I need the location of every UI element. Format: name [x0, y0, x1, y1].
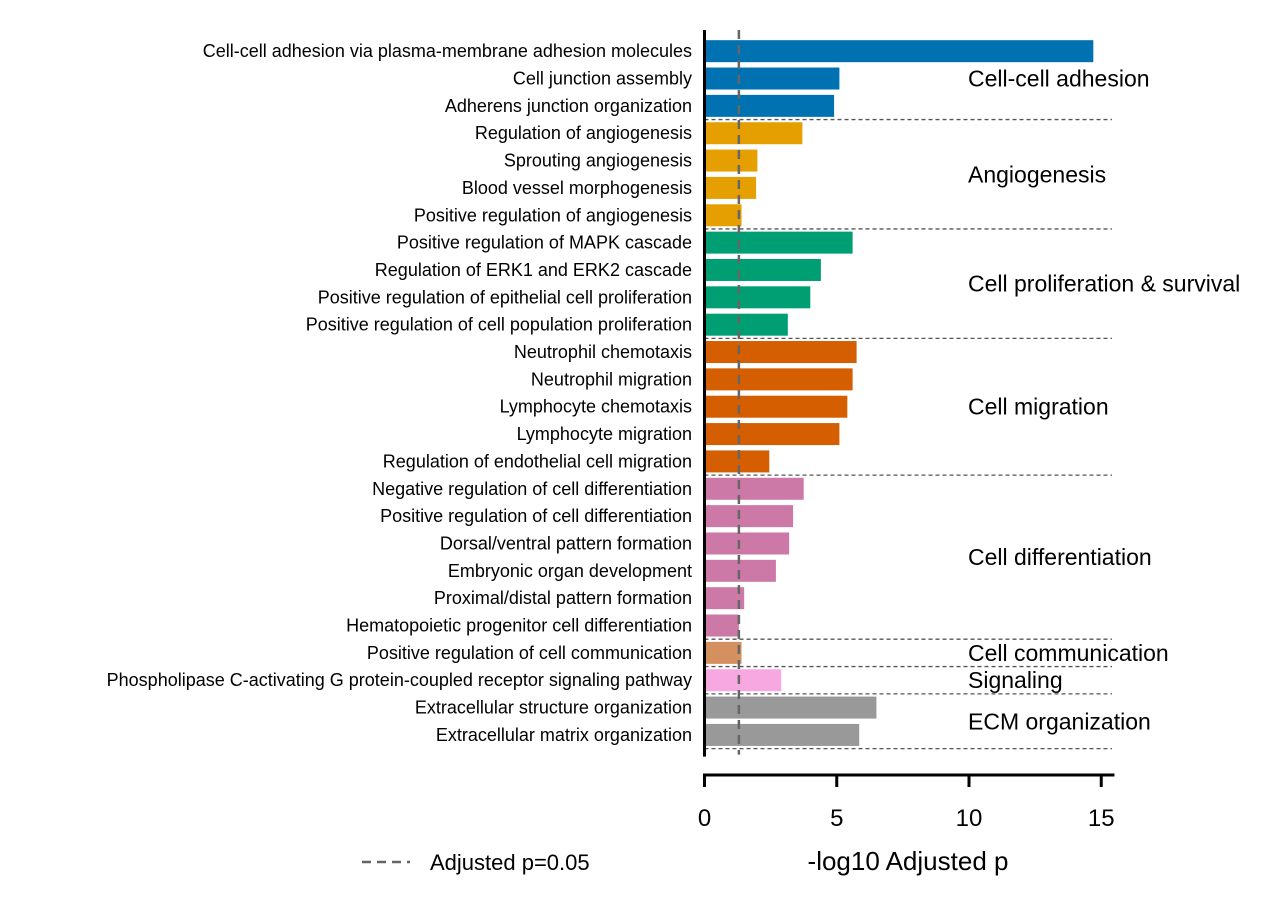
bar: [704, 94, 835, 117]
bar: [704, 669, 782, 692]
term-label: Adherens junction organization: [445, 96, 692, 116]
term-label: Lymphocyte migration: [517, 424, 692, 444]
group-label: ECM organization: [968, 708, 1151, 734]
x-tick-label: 10: [956, 805, 983, 832]
bar: [704, 176, 757, 199]
bar: [704, 723, 860, 746]
bar: [704, 532, 790, 555]
term-label: Dorsal/ventral pattern formation: [440, 533, 692, 553]
term-label: Embryonic organ development: [448, 561, 692, 581]
bar: [704, 258, 821, 281]
bar: [704, 477, 804, 500]
term-label: Cell junction assembly: [513, 69, 692, 89]
term-label: Extracellular matrix organization: [436, 725, 692, 745]
group-label: Cell differentiation: [968, 544, 1152, 570]
legend-threshold-label: Adjusted p=0.05: [430, 850, 590, 875]
bar: [704, 696, 877, 719]
bar: [704, 395, 848, 418]
bar: [704, 341, 857, 364]
bar: [704, 313, 788, 336]
bar: [704, 587, 745, 610]
term-label: Positive regulation of cell communicatio…: [367, 643, 692, 663]
term-label: Positive regulation of epithelial cell p…: [318, 287, 692, 307]
bar: [704, 286, 811, 309]
bar: [704, 614, 739, 637]
x-axis-title: -log10 Adjusted p: [808, 846, 1009, 876]
term-label: Positive regulation of cell differentiat…: [380, 506, 692, 526]
x-tick-label: 5: [830, 805, 843, 832]
term-label: Phospholipase C-activating G protein-cou…: [107, 670, 692, 690]
term-label: Neutrophil migration: [531, 369, 692, 389]
bar: [704, 559, 776, 582]
term-label: Negative regulation of cell differentiat…: [372, 479, 692, 499]
bar: [704, 641, 742, 664]
term-label: Extracellular structure organization: [415, 698, 692, 718]
term-label: Proximal/distal pattern formation: [434, 588, 692, 608]
term-label: Positive regulation of cell population p…: [306, 315, 692, 335]
bar: [704, 204, 742, 227]
bar: [704, 368, 853, 391]
group-label: Cell communication: [968, 640, 1169, 666]
term-label: Regulation of ERK1 and ERK2 cascade: [375, 260, 692, 280]
bar: [704, 149, 758, 172]
group-labels: Cell-cell adhesion Angiogenesis Cell proli…: [968, 66, 1240, 735]
x-tick-label: 0: [698, 805, 711, 832]
bar: [704, 231, 853, 254]
group-label: Signaling: [968, 667, 1063, 693]
x-axis-ticks: 0 5 10 15: [698, 775, 1115, 832]
term-label: Regulation of endothelial cell migration: [383, 451, 692, 471]
group-label: Cell migration: [968, 394, 1109, 420]
term-label: Hematopoietic progenitor cell differenti…: [346, 616, 692, 636]
bar: [704, 67, 840, 90]
term-label: Neutrophil chemotaxis: [514, 342, 692, 362]
bar: [704, 40, 1094, 63]
x-tick-label: 15: [1088, 805, 1115, 832]
group-label: Angiogenesis: [968, 161, 1106, 187]
term-label: Sprouting angiogenesis: [504, 151, 692, 171]
group-separators: [704, 118, 1112, 750]
bar: [704, 450, 770, 473]
bar: [704, 505, 794, 528]
term-label: Lymphocyte chemotaxis: [500, 397, 692, 417]
group-label: Cell-cell adhesion: [968, 66, 1150, 92]
term-label: Positive regulation of angiogenesis: [414, 205, 692, 225]
term-label: Blood vessel morphogenesis: [462, 178, 692, 198]
term-label: Positive regulation of MAPK cascade: [397, 233, 692, 253]
group-label: Cell proliferation & survival: [968, 271, 1240, 297]
term-label: Cell-cell adhesion via plasma-membrane a…: [203, 41, 692, 61]
legend: Adjusted p=0.05: [362, 850, 590, 875]
term-label: Regulation of angiogenesis: [475, 123, 692, 143]
bar: [704, 122, 803, 145]
bar: [704, 423, 840, 446]
term-labels: Cell-cell adhesion via plasma-membrane a…: [107, 41, 692, 745]
